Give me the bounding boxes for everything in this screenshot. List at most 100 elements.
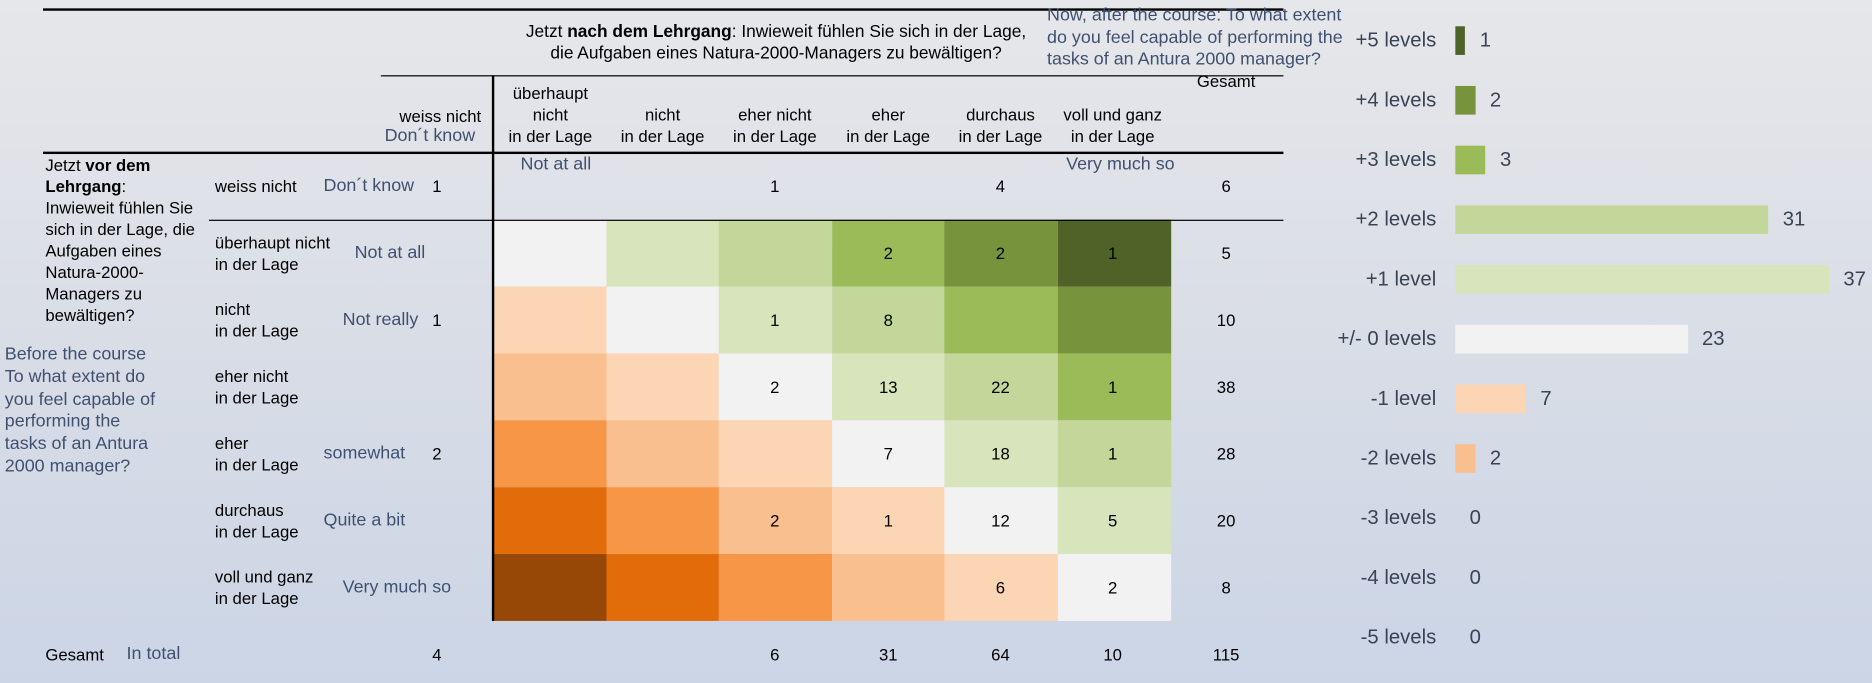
cell-value: 2 xyxy=(1108,577,1118,598)
value-label: 37 xyxy=(1843,267,1866,291)
heat-cell xyxy=(1057,554,1171,621)
cell-value: 1 xyxy=(883,511,893,531)
heat-cell xyxy=(718,219,833,287)
cell-value: 38 xyxy=(1216,377,1236,397)
row-title: Jetzt vor dem Lehrgang: Inwieweit fühlen… xyxy=(45,154,195,326)
heat-cell xyxy=(718,353,833,421)
text-part: Jetzt xyxy=(45,155,86,175)
cell-value: 28 xyxy=(1216,444,1236,464)
column-header: nicht in der Lage xyxy=(620,105,705,146)
cell-value: 2 xyxy=(770,377,780,397)
total-label-en: In total xyxy=(126,643,181,664)
cell-value: 1 xyxy=(1108,444,1118,464)
cell-value: 1 xyxy=(1108,243,1118,263)
cell-value: 13 xyxy=(878,377,898,397)
cell-value: 4 xyxy=(432,644,442,664)
bar xyxy=(1455,324,1688,354)
total-header: Gesamt xyxy=(1196,71,1256,91)
heat-cell xyxy=(718,420,833,488)
row-label: nicht in der Lage xyxy=(214,299,299,341)
column-header: eher in der Lage xyxy=(846,105,931,146)
heat-cell xyxy=(944,219,1058,287)
heat-cell xyxy=(605,286,720,354)
heat-cell xyxy=(1057,219,1171,287)
value-label: 0 xyxy=(1469,506,1481,529)
category-label: +3 levels xyxy=(1355,148,1437,171)
row-title-en: Before the course To what extent do you … xyxy=(4,343,156,477)
row-label-en: Don´t know xyxy=(323,175,415,196)
heat-cell xyxy=(831,487,945,555)
heat-cell xyxy=(944,420,1058,488)
cell-value: 1 xyxy=(1108,377,1118,397)
column-header-en: Don´t know xyxy=(384,125,476,146)
value-label: 2 xyxy=(1489,88,1502,112)
category-label: +1 level xyxy=(1365,267,1437,291)
cell-value: 1 xyxy=(770,176,780,196)
column-header: weiss nicht xyxy=(399,106,482,126)
category-label: -4 levels xyxy=(1360,565,1437,589)
heat-cell xyxy=(493,554,607,621)
category-label: -5 levels xyxy=(1360,625,1437,649)
text-part: : Inwieweit fühlen Sie sich in der Lage,… xyxy=(45,176,195,325)
rule xyxy=(491,75,495,621)
row-label-en: somewhat xyxy=(323,442,406,464)
cell-value: 18 xyxy=(991,444,1010,464)
row-label: voll und ganz in der Lage xyxy=(214,567,314,608)
rule xyxy=(380,75,1284,77)
value-label: 7 xyxy=(1540,386,1552,410)
category-label: +5 levels xyxy=(1355,28,1437,52)
heat-cell xyxy=(1057,286,1171,354)
cell-value: 2 xyxy=(995,243,1006,263)
category-label: +4 levels xyxy=(1355,88,1437,112)
bar xyxy=(1455,26,1466,55)
cell-value: 64 xyxy=(991,644,1010,664)
cell-value: 1 xyxy=(432,310,442,330)
heat-cell xyxy=(493,487,607,555)
cell-value: 7 xyxy=(883,444,893,464)
heat-cell xyxy=(1057,353,1171,421)
cell-value: 4 xyxy=(995,176,1006,196)
text-part: nach dem Lehrgang xyxy=(567,22,732,42)
bar xyxy=(1455,444,1476,473)
heat-cell xyxy=(605,487,720,555)
cell-value: 6 xyxy=(995,577,1006,598)
cell-value: 2 xyxy=(770,511,780,531)
cell-value: 6 xyxy=(770,644,780,664)
rule xyxy=(208,219,1284,221)
heat-cell xyxy=(493,286,607,354)
column-title-en: Now, after the course: To what extent do… xyxy=(1047,4,1343,70)
row-label: eher in der Lage xyxy=(214,433,299,475)
cell-value: 10 xyxy=(1103,644,1122,664)
value-label: 0 xyxy=(1469,625,1481,649)
scale-high-en: Very much so xyxy=(1066,154,1175,175)
value-label: 0 xyxy=(1469,565,1481,589)
category-label: -1 level xyxy=(1370,386,1437,410)
column-header: voll und ganz in der Lage xyxy=(1063,105,1162,146)
cell-value: 8 xyxy=(883,310,893,330)
row-label: eher nicht in der Lage xyxy=(214,366,299,408)
category-label: -2 levels xyxy=(1360,446,1437,470)
row-label: durchaus in der Lage xyxy=(214,500,299,541)
heat-cell xyxy=(944,554,1058,621)
cell-value: 1 xyxy=(770,310,780,330)
heat-cell xyxy=(493,219,607,287)
heat-cell xyxy=(1057,420,1171,488)
cell-value: 31 xyxy=(878,644,898,664)
heat-cell xyxy=(605,420,720,488)
value-label: 31 xyxy=(1782,207,1806,231)
text-part: vor dem Lehrgang xyxy=(45,155,151,196)
cell-value: 8 xyxy=(1221,577,1231,598)
heat-cell xyxy=(944,353,1058,421)
heat-cell xyxy=(831,554,945,621)
bar xyxy=(1455,265,1830,294)
heat-cell xyxy=(944,487,1058,555)
bar xyxy=(1455,384,1527,414)
cell-value: 5 xyxy=(1108,511,1118,531)
column-header: durchaus in der Lage xyxy=(958,105,1043,146)
heat-cell xyxy=(831,420,945,488)
heat-cell xyxy=(831,219,945,287)
value-label: 1 xyxy=(1479,28,1492,52)
heat-cell xyxy=(718,286,833,354)
